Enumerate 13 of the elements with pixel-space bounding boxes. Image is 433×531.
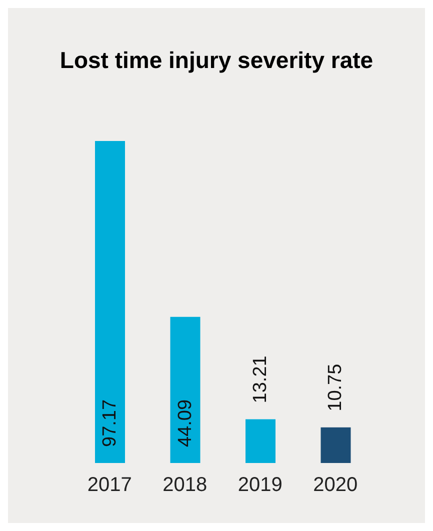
data-label: 97.17 (100, 399, 120, 447)
x-tick-label: 2018 (162, 474, 208, 496)
data-label: 10.75 (325, 364, 346, 412)
chart-title: Lost time injury severity rate (58, 46, 374, 74)
data-label: 13.21 (250, 356, 271, 404)
x-tick-label: 2020 (313, 474, 358, 496)
bar (170, 316, 200, 463)
bar (246, 419, 276, 463)
x-tick-label: 2017 (87, 474, 132, 496)
bar (320, 427, 351, 463)
x-tick-label: 2019 (238, 474, 282, 496)
bar (95, 141, 125, 463)
data-label: 44.09 (174, 399, 196, 447)
